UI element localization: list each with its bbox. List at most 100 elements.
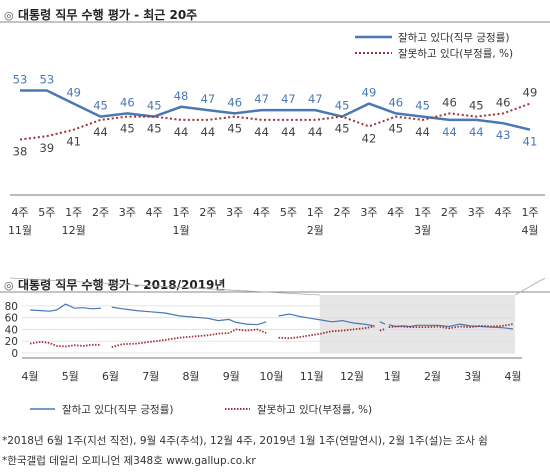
x-tick-label: 2주 — [334, 206, 351, 219]
data-label-positive: 53 — [40, 73, 55, 87]
series-0-segment — [29, 303, 102, 312]
data-label-positive: 46 — [227, 95, 242, 109]
data-label-positive: 49 — [362, 86, 377, 100]
y-tick-label: 60 — [5, 313, 18, 325]
series-1-segment — [29, 340, 101, 348]
x-month-label: 3월 — [464, 370, 481, 383]
data-label-positive: 48 — [174, 89, 189, 103]
data-label-positive: 46 — [388, 95, 403, 109]
x-month-label: 1월 — [384, 370, 401, 383]
legend-label-0: 잘하고 있다(직무 긍정률) — [62, 403, 173, 416]
series-0-segment — [111, 306, 267, 326]
x-month-label: 12월 — [62, 224, 86, 237]
x-month-label: 9월 — [223, 370, 240, 383]
data-label-positive: 46 — [120, 95, 135, 109]
series-1-segment — [379, 328, 386, 332]
highlight-region — [319, 295, 515, 353]
title-bullet-icon: ◎ — [4, 279, 14, 292]
x-tick-label: 3주 — [119, 206, 136, 219]
legend-label-1: 잘못하고 있다(부정률, %) — [257, 403, 372, 416]
x-tick-label: 2주 — [92, 206, 109, 219]
x-month-label: 8월 — [182, 370, 199, 383]
data-label-negative: 45 — [120, 122, 135, 136]
data-label-positive: 53 — [13, 73, 28, 87]
x-tick-label: 1주 — [414, 206, 431, 219]
data-label-negative: 46 — [496, 95, 511, 109]
data-label-negative: 44 — [281, 125, 296, 139]
data-label-negative: 45 — [388, 122, 403, 136]
x-tick-label: 4주 — [387, 206, 404, 219]
series-0-segment — [278, 313, 375, 327]
y-tick-label: 80 — [5, 301, 18, 313]
x-tick-label: 3주 — [226, 206, 243, 219]
data-label-positive: 44 — [442, 125, 457, 139]
x-tick-label: 1주 — [65, 206, 82, 219]
zoom-connector-right — [514, 277, 546, 296]
footnote-1: *2018년 6월 1주(지선 직전), 9월 4주(추석), 12월 4주, … — [2, 435, 488, 447]
title-bullet-icon: ◎ — [4, 9, 14, 22]
data-label-negative: 44 — [201, 125, 216, 139]
data-label-positive: 45 — [335, 99, 350, 113]
data-label-positive: 43 — [496, 128, 511, 142]
x-month-label: 6월 — [102, 370, 119, 383]
data-label-negative: 41 — [66, 135, 81, 149]
x-month-label: 4월 — [504, 370, 521, 383]
x-tick-label: 1주 — [172, 206, 189, 219]
data-label-negative: 45 — [147, 122, 162, 136]
x-month-label: 11월 — [300, 370, 324, 383]
data-label-negative: 45 — [227, 122, 242, 136]
x-month-label: 4월 — [21, 370, 38, 383]
data-label-positive: 47 — [308, 92, 323, 106]
series-1-segment — [111, 328, 267, 348]
x-month-label: 7월 — [142, 370, 159, 383]
data-label-positive: 47 — [281, 92, 296, 106]
x-tick-label: 2주 — [199, 206, 216, 219]
data-label-positive: 44 — [469, 125, 484, 139]
data-label-negative: 44 — [174, 125, 189, 139]
data-label-negative: 44 — [254, 125, 269, 139]
x-month-label: 2월 — [424, 370, 441, 383]
x-tick-label: 4주 — [146, 206, 163, 219]
x-month-label: 5월 — [62, 370, 79, 383]
data-label-positive: 47 — [254, 92, 269, 106]
zoom-connector-left — [9, 277, 320, 296]
x-tick-label: 2주 — [441, 206, 458, 219]
x-month-label: 12월 — [340, 370, 364, 383]
data-label-negative: 38 — [13, 144, 28, 158]
data-label-negative: 39 — [40, 141, 55, 155]
x-month-label: 1월 — [172, 224, 189, 237]
recent-20-weeks-chart: 잘하고 있다(직무 긍정률) 잘못하고 있다(부정률, %) 53 38 53 39 49 4… — [0, 21, 550, 237]
chart1-title: ◎ 대통령 직무 수행 평가 - 최근 20주 — [4, 8, 198, 22]
data-label-negative: 44 — [308, 125, 323, 139]
y-tick-label: 20 — [5, 336, 18, 348]
x-tick-label: 1주 — [521, 206, 538, 219]
x-month-label: 11월 — [8, 224, 32, 237]
x-tick-label: 1주 — [307, 206, 324, 219]
x-tick-label: 5주 — [38, 206, 55, 219]
y-tick-label: 0 — [11, 348, 18, 360]
y-tick-label: 40 — [5, 324, 18, 336]
data-label-positive: 49 — [66, 86, 81, 100]
data-label-negative: 49 — [523, 86, 538, 100]
legend-label-1: 잘못하고 있다(부정률, %) — [398, 47, 513, 60]
series-0-segment — [379, 321, 386, 325]
data-label-positive: 45 — [93, 99, 108, 113]
x-month-label: 10월 — [259, 370, 283, 383]
x-month-label: 3월 — [414, 224, 431, 237]
data-label-positive: 47 — [201, 92, 216, 106]
footnote-2: *한국갤럽 데일리 오피니언 제348호 www.gallup.co.kr — [2, 455, 256, 467]
series-1-segment — [388, 323, 514, 330]
data-label-negative: 45 — [335, 122, 350, 136]
data-label-positive: 45 — [415, 99, 430, 113]
x-tick-label: 4주 — [253, 206, 270, 219]
series-1-segment — [278, 325, 375, 340]
data-label-positive: 41 — [523, 135, 538, 149]
data-label-negative: 44 — [415, 125, 430, 139]
data-label-positive: 45 — [147, 99, 162, 113]
x-tick-label: 4주 — [495, 206, 512, 219]
data-label-negative: 46 — [442, 95, 457, 109]
data-label-negative: 42 — [362, 131, 377, 145]
legend-label-0: 잘하고 있다(직무 긍정률) — [398, 31, 509, 44]
x-tick-label: 4주 — [11, 206, 28, 219]
